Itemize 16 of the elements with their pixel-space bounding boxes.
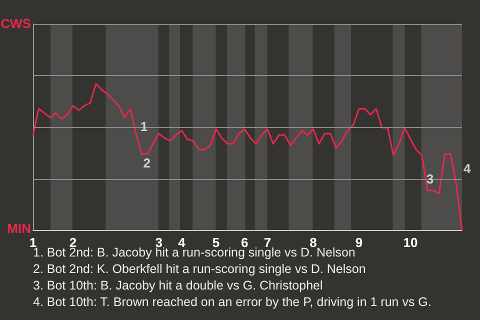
- text: 3. Bot 10th: B. Jacoby hit a double vs G. Christophel: [33, 278, 323, 292]
- annotation: 1: [140, 118, 148, 134]
- x-tick-label: 10: [403, 235, 418, 250]
- x-tick-label: 4: [178, 235, 186, 250]
- text: 4: [464, 161, 472, 176]
- annotation: 2: [143, 155, 150, 170]
- text: 2. Bot 2nd: K. Oberkfell hit a run-scoring single vs D. Nelson: [33, 262, 366, 276]
- text: 4. Bot 10th: T. Brown reached on an error by the P, driving in 1 run vs G.: [33, 295, 432, 309]
- x-tick-label: 6: [241, 235, 248, 250]
- annotation: 3: [426, 171, 434, 186]
- x-tick-label: 5: [212, 235, 220, 250]
- text: MIN: [7, 221, 32, 236]
- x-tick-label: 7: [264, 235, 272, 250]
- text: CWS: [0, 16, 32, 31]
- x-tick-label: 9: [355, 235, 363, 250]
- x-tick-label: 8: [310, 235, 317, 250]
